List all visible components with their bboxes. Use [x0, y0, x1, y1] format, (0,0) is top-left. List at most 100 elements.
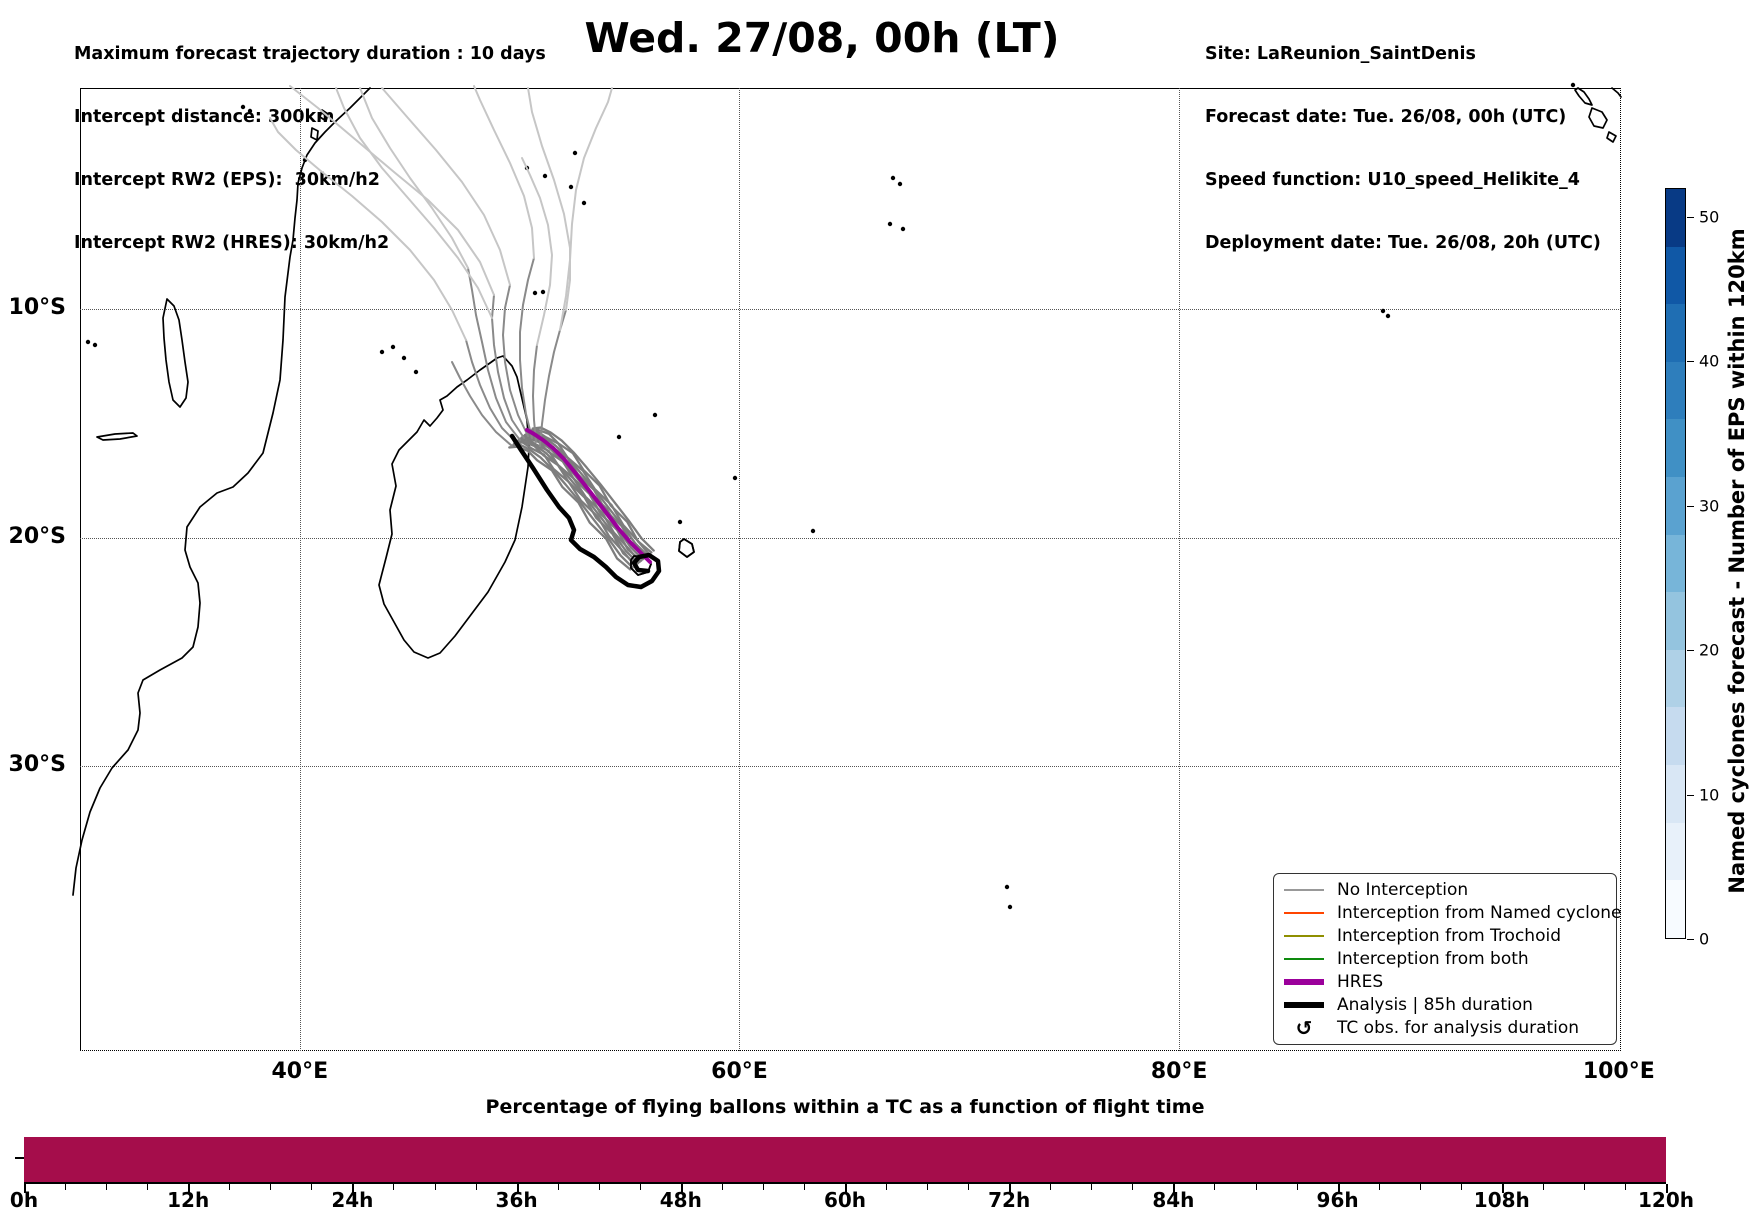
flight-chart-minor-tick	[65, 1184, 67, 1190]
small-island-dot	[572, 150, 578, 156]
flight-chart-minor-tick	[1091, 1184, 1093, 1190]
small-island-dot	[1570, 82, 1576, 88]
meridian-gridline	[299, 88, 301, 1051]
ensemble-trajectory-dense	[508, 445, 632, 571]
colorbar-segment	[1666, 304, 1685, 362]
ensemble-trajectory-faded	[335, 87, 493, 319]
small-island-dot	[92, 342, 98, 348]
small-island-dot	[810, 528, 816, 534]
flight-chart-tick-label: 36h	[495, 1188, 538, 1212]
colorbar-segment	[1666, 361, 1685, 420]
flight-chart-minor-tick	[147, 1184, 149, 1190]
ensemble-trajectory	[532, 344, 538, 443]
longitude-tick-label: 100°E	[1582, 1059, 1655, 1084]
site-text: Site: LaReunion_SaintDenis	[1205, 44, 1476, 64]
flight-chart-y-tick	[15, 1157, 24, 1159]
colorbar-tick	[1687, 216, 1694, 218]
coastline-simeulue-island	[1574, 87, 1593, 106]
flight-chart-tick-label: 48h	[659, 1188, 702, 1212]
ensemble-trajectory	[519, 257, 535, 439]
legend-row: Interception from both	[1274, 949, 1616, 969]
legend-row: Analysis | 85h duration	[1274, 995, 1616, 1015]
legend-label: HRES	[1337, 972, 1384, 993]
legend-row: No Interception	[1274, 880, 1616, 900]
intercept-distance-text: Intercept distance: 300km	[74, 107, 335, 127]
legend-row: Interception from Named cyclone	[1274, 903, 1622, 923]
small-island-dot	[85, 339, 91, 345]
flight-chart-tick-label: 108h	[1473, 1188, 1530, 1212]
flight-chart-minor-tick	[721, 1184, 723, 1190]
small-island-dot	[532, 290, 538, 296]
coastline-sumatra-corner	[1611, 87, 1622, 98]
small-island-dot	[900, 226, 906, 232]
flight-chart-minor-tick	[106, 1184, 108, 1190]
coastline-channel-sliver	[96, 432, 138, 441]
small-island-dot	[1385, 313, 1391, 319]
coastline-mauritius-top	[678, 538, 695, 558]
small-island-dot	[568, 184, 574, 190]
ensemble-trajectory-faded	[527, 87, 571, 311]
legend-sample	[1284, 1002, 1324, 1009]
colorbar-segment	[1666, 246, 1685, 305]
flight-chart-minor-tick	[968, 1184, 970, 1190]
site-info-block: Site: LaReunion_SaintDenis Forecast date…	[1205, 2, 1601, 296]
colorbar-tick	[1687, 794, 1694, 796]
colorbar-tick	[1687, 650, 1694, 652]
ensemble-trajectory-faded	[381, 87, 511, 286]
latitude-tick-label: 20°S	[8, 523, 66, 549]
flight-chart-minor-tick	[1542, 1184, 1544, 1190]
colorbar-tick	[1687, 939, 1694, 940]
analysis-trajectory	[509, 433, 662, 590]
ensemble-trajectory-dense	[529, 428, 653, 554]
legend-label: TC obs. for analysis duration	[1337, 1018, 1580, 1039]
legend-label: Interception from Named cyclone	[1337, 902, 1622, 923]
longitude-tick-label: 80°E	[1150, 1059, 1208, 1084]
colorbar-tick	[1687, 361, 1694, 363]
flight-chart-major-tick	[516, 1184, 519, 1193]
ensemble-trajectory-faded	[269, 117, 467, 341]
colorbar-tick	[1687, 505, 1694, 507]
legend-label: No Interception	[1337, 879, 1469, 900]
colorbar-tick-label: 0	[1699, 929, 1710, 949]
flight-chart-minor-tick	[1419, 1184, 1421, 1190]
coastline-east-africa-coast	[72, 87, 371, 896]
colorbar-segment	[1666, 419, 1685, 478]
colorbar-segment	[1666, 707, 1685, 766]
small-island-dot	[1007, 904, 1013, 910]
flight-chart-minor-tick	[1296, 1184, 1298, 1190]
tc-obs-icon: ↺	[1295, 1016, 1313, 1041]
flight-chart-bar	[24, 1137, 1666, 1182]
small-island-dot	[542, 173, 548, 179]
ensemble-trajectory-faded	[559, 87, 613, 331]
coastline-lake-malawi	[162, 298, 189, 408]
page-title: Wed. 27/08, 00h (LT)	[584, 14, 1060, 62]
flight-chart-tick-label: 120h	[1638, 1188, 1694, 1212]
flight-chart-minor-tick	[803, 1184, 805, 1190]
colorbar-segment	[1666, 189, 1685, 247]
legend-line-sample	[1284, 979, 1324, 986]
flight-chart-major-tick	[352, 1184, 355, 1193]
flight-chart-major-tick	[1009, 1184, 1012, 1193]
legend-sample: ↺	[1284, 1016, 1324, 1041]
flight-chart-tick-label: 84h	[1152, 1188, 1195, 1212]
small-island-dot	[413, 369, 419, 375]
legend-row: ↺ TC obs. for analysis duration	[1274, 1018, 1616, 1038]
latitude-tick-label: 30°S	[8, 751, 66, 777]
colorbar-segment	[1666, 880, 1685, 938]
legend-line-sample	[1284, 1002, 1324, 1009]
flight-chart-minor-tick	[1214, 1184, 1216, 1190]
colorbar-tick-label: 50	[1699, 207, 1720, 227]
ensemble-trajectory-dense	[514, 440, 638, 566]
flight-chart-minor-tick	[270, 1184, 272, 1190]
intercept-rw2-hres-text: Intercept RW2 (HRES): 30km/h2	[74, 233, 390, 253]
colorbar-tick-label: 40	[1699, 351, 1720, 371]
ensemble-trajectory	[465, 339, 517, 443]
flight-chart-minor-tick	[434, 1184, 436, 1190]
small-island-dot	[390, 344, 396, 350]
ensemble-trajectory-dense	[510, 443, 634, 569]
flight-chart-tick-label: 96h	[1316, 1188, 1359, 1212]
colorbar-tick-label: 10	[1699, 785, 1720, 805]
legend-sample	[1284, 979, 1324, 986]
forecast-date-text: Forecast date: Tue. 26/08, 00h (UTC)	[1205, 107, 1567, 127]
